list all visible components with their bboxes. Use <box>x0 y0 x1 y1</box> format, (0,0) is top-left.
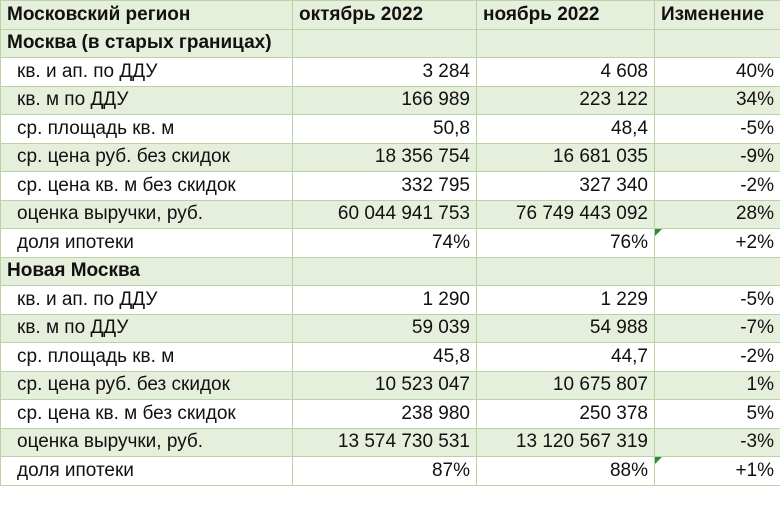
section-row: Новая Москва <box>0 256 780 286</box>
value-november: 1 229 <box>476 285 655 315</box>
row-label: доля ипотеки <box>0 456 293 486</box>
value-change: -9% <box>654 142 780 172</box>
row-label: оценка выручки, руб. <box>0 427 293 457</box>
value-october: 45,8 <box>292 342 477 372</box>
section-title: Новая Москва <box>0 256 293 286</box>
table-row: кв. и ап. по ДДУ 1 290 1 229 -5% <box>0 285 780 315</box>
table-row: ср. площадь кв. м 45,8 44,7 -2% <box>0 342 780 372</box>
value-change: +1% <box>654 456 780 486</box>
value-november: 76% <box>476 228 655 258</box>
value-october: 74% <box>292 228 477 258</box>
value-october: 166 989 <box>292 85 477 115</box>
value-change: 34% <box>654 85 780 115</box>
value-change: 28% <box>654 199 780 229</box>
value-change: -2% <box>654 171 780 201</box>
header-change: Изменение <box>654 0 780 30</box>
value-november: 76 749 443 092 <box>476 199 655 229</box>
value-november: 16 681 035 <box>476 142 655 172</box>
table-row: доля ипотеки 74% 76% +2% <box>0 228 780 258</box>
value-october: 13 574 730 531 <box>292 427 477 457</box>
header-october: октябрь 2022 <box>292 0 477 30</box>
table-row: оценка выручки, руб. 60 044 941 753 76 7… <box>0 199 780 229</box>
value-october: 59 039 <box>292 313 477 343</box>
value-change: -3% <box>654 427 780 457</box>
section-title: Москва (в старых границах) <box>0 28 293 58</box>
value-november: 88% <box>476 456 655 486</box>
table-row: ср. цена кв. м без скидок 238 980 250 37… <box>0 399 780 429</box>
value-change: -2% <box>654 342 780 372</box>
row-label: кв. м по ДДУ <box>0 85 293 115</box>
value-november: 327 340 <box>476 171 655 201</box>
row-label: кв. и ап. по ДДУ <box>0 285 293 315</box>
value-october: 332 795 <box>292 171 477 201</box>
value-november: 250 378 <box>476 399 655 429</box>
table-row: кв. и ап. по ДДУ 3 284 4 608 40% <box>0 57 780 87</box>
row-label: доля ипотеки <box>0 228 293 258</box>
value-october: 60 044 941 753 <box>292 199 477 229</box>
header-region: Московский регион <box>0 0 293 30</box>
value-change: 40% <box>654 57 780 87</box>
value-october: 18 356 754 <box>292 142 477 172</box>
table-row: ср. площадь кв. м 50,8 48,4 -5% <box>0 114 780 144</box>
row-label: ср. площадь кв. м <box>0 114 293 144</box>
value-october: 1 290 <box>292 285 477 315</box>
value-november: 223 122 <box>476 85 655 115</box>
value-november: 54 988 <box>476 313 655 343</box>
value-november: 13 120 567 319 <box>476 427 655 457</box>
table-row: ср. цена кв. м без скидок 332 795 327 34… <box>0 171 780 201</box>
market-stats-table: Московский регион октябрь 2022 ноябрь 20… <box>0 0 780 486</box>
value-november: 10 675 807 <box>476 370 655 400</box>
value-october: 87% <box>292 456 477 486</box>
value-october: 238 980 <box>292 399 477 429</box>
table-row: оценка выручки, руб. 13 574 730 531 13 1… <box>0 427 780 457</box>
header-november: ноябрь 2022 <box>476 0 655 30</box>
value-change: 1% <box>654 370 780 400</box>
value-november: 4 608 <box>476 57 655 87</box>
row-label: ср. цена кв. м без скидок <box>0 399 293 429</box>
row-label: ср. цена руб. без скидок <box>0 370 293 400</box>
value-november: 44,7 <box>476 342 655 372</box>
row-label: ср. цена руб. без скидок <box>0 142 293 172</box>
row-label: ср. площадь кв. м <box>0 342 293 372</box>
row-label: кв. и ап. по ДДУ <box>0 57 293 87</box>
section-row: Москва (в старых границах) <box>0 28 780 58</box>
table-row: кв. м по ДДУ 166 989 223 122 34% <box>0 85 780 115</box>
table-row: кв. м по ДДУ 59 039 54 988 -7% <box>0 313 780 343</box>
header-row: Московский регион октябрь 2022 ноябрь 20… <box>0 0 780 30</box>
value-change: -5% <box>654 285 780 315</box>
row-label: кв. м по ДДУ <box>0 313 293 343</box>
value-change: 5% <box>654 399 780 429</box>
value-october: 3 284 <box>292 57 477 87</box>
table-row: доля ипотеки 87% 88% +1% <box>0 456 780 486</box>
value-change: -5% <box>654 114 780 144</box>
table-row: ср. цена руб. без скидок 18 356 754 16 6… <box>0 142 780 172</box>
value-change: -7% <box>654 313 780 343</box>
value-change: +2% <box>654 228 780 258</box>
value-november: 48,4 <box>476 114 655 144</box>
row-label: ср. цена кв. м без скидок <box>0 171 293 201</box>
table-row: ср. цена руб. без скидок 10 523 047 10 6… <box>0 370 780 400</box>
row-label: оценка выручки, руб. <box>0 199 293 229</box>
value-october: 10 523 047 <box>292 370 477 400</box>
value-october: 50,8 <box>292 114 477 144</box>
